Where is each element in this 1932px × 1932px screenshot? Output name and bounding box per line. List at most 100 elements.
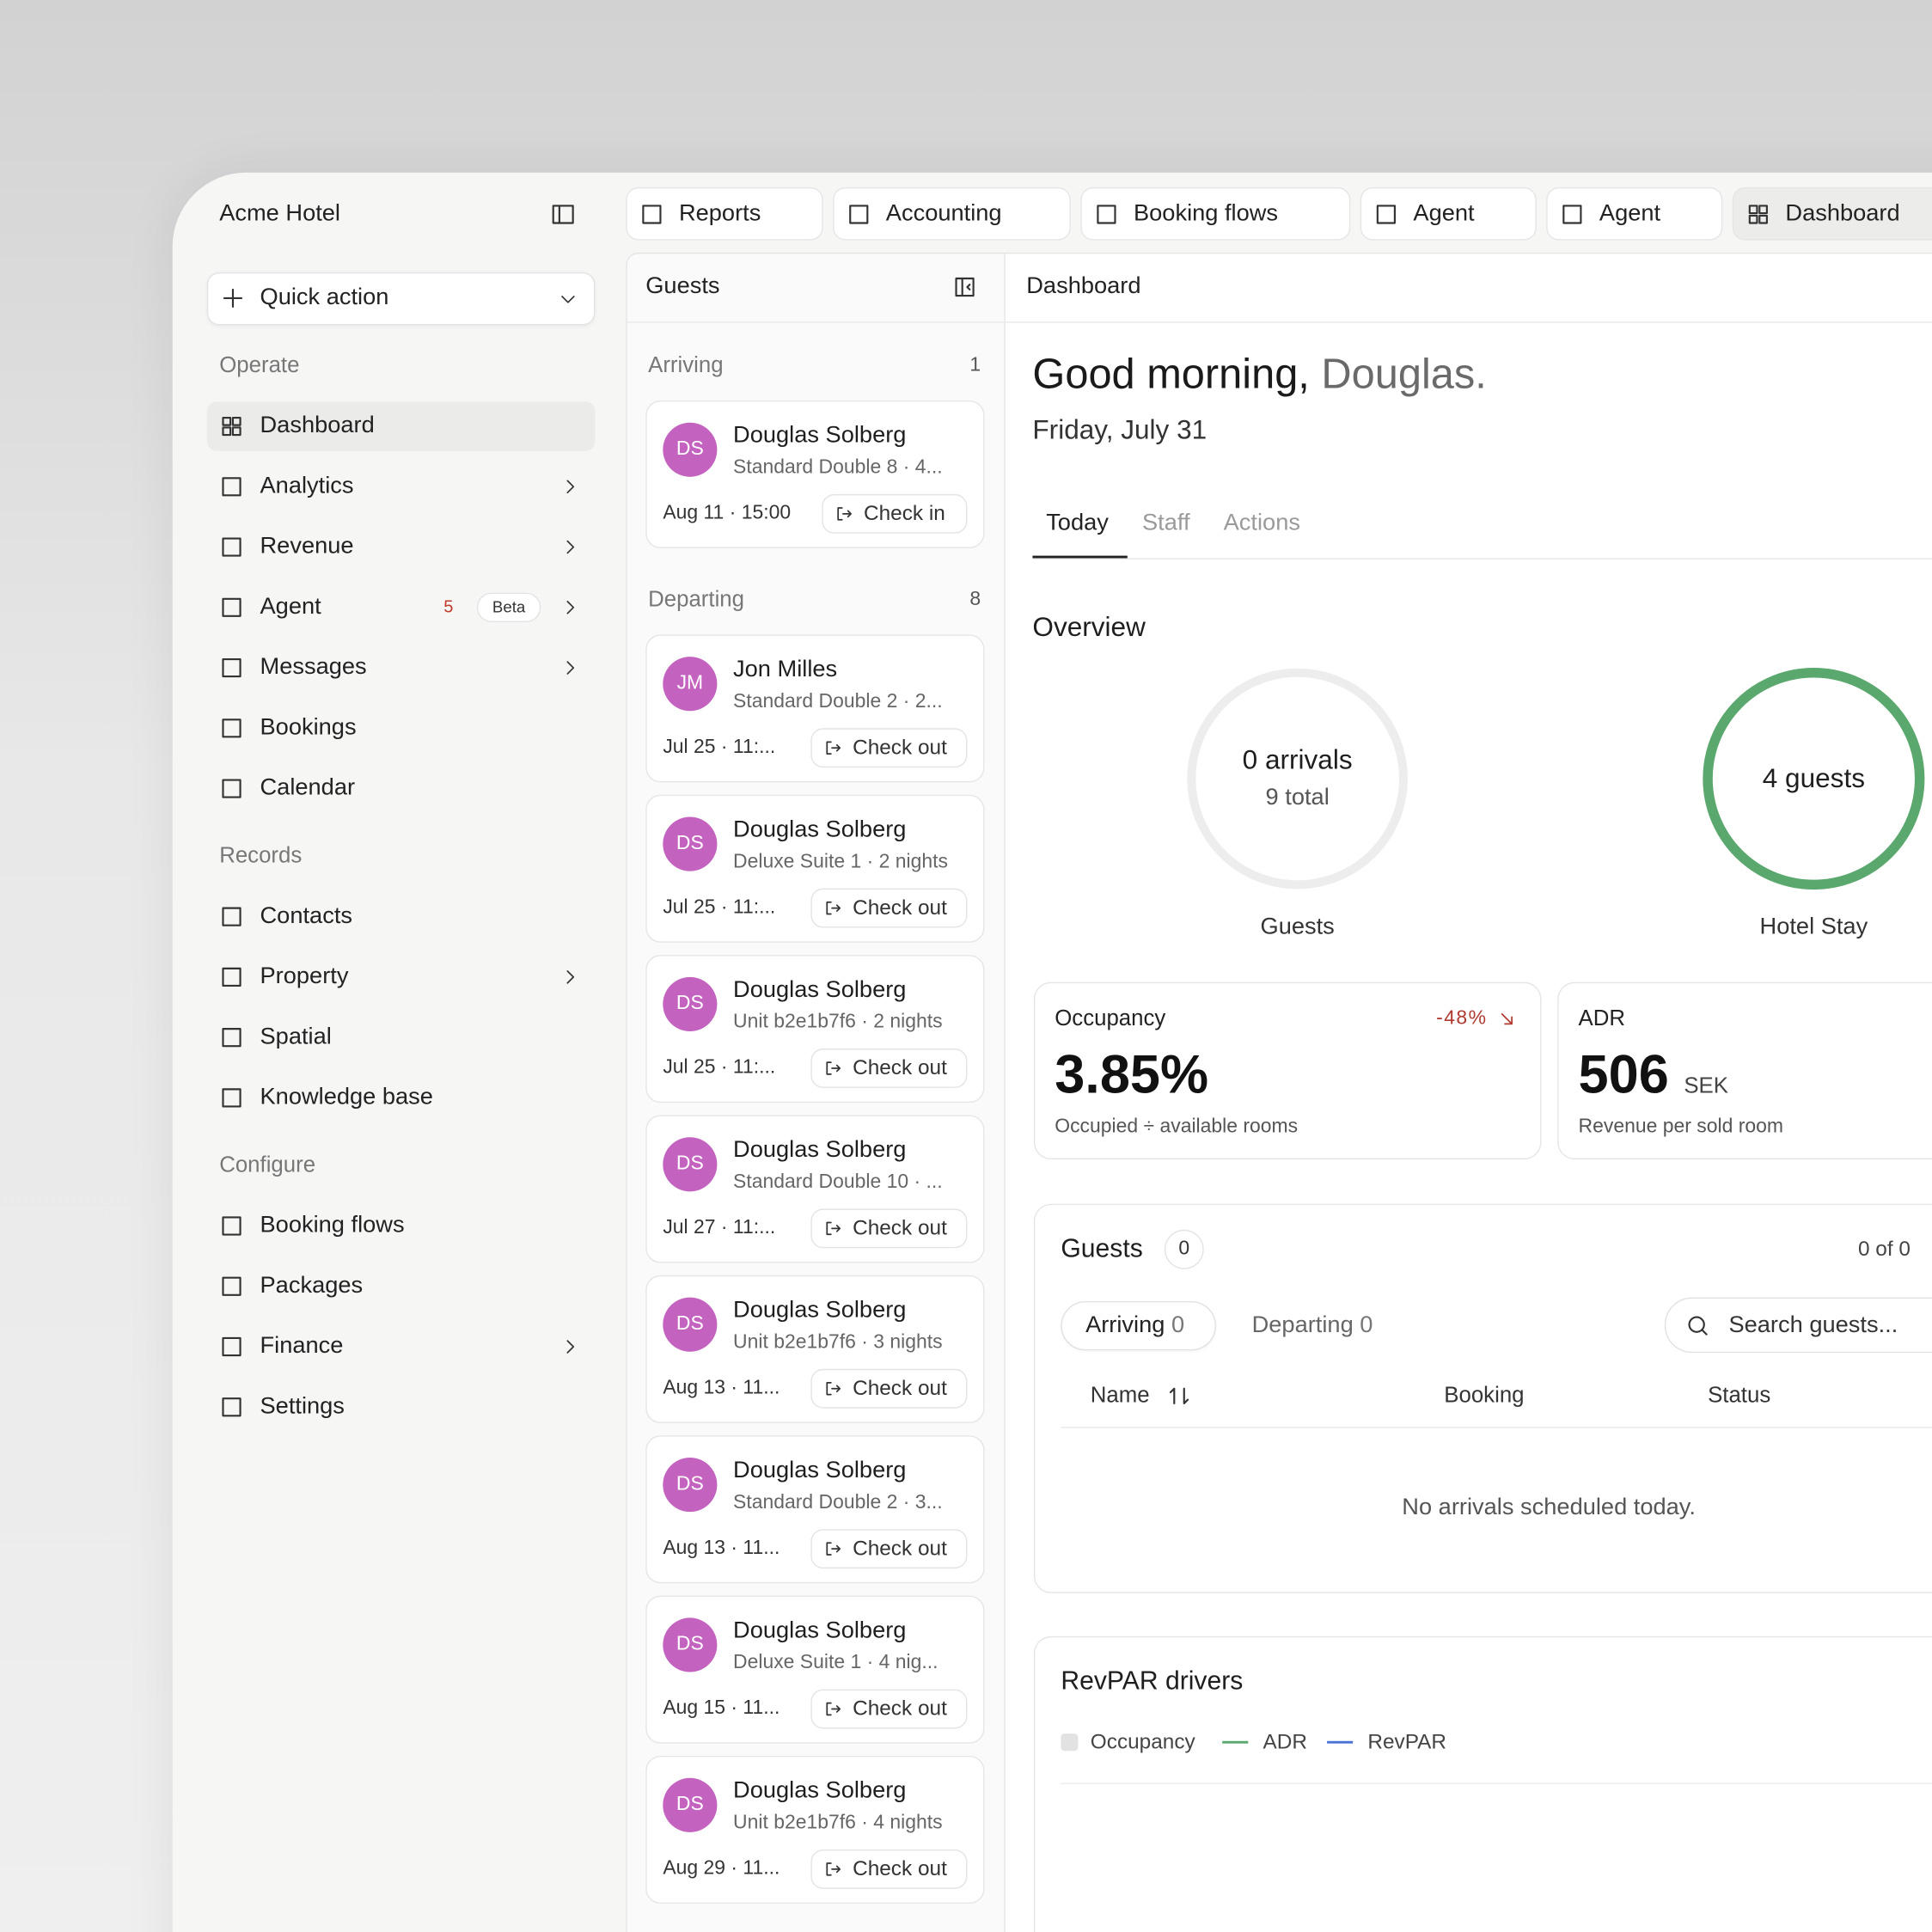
tab[interactable] <box>626 186 823 241</box>
icon-path <box>552 205 574 224</box>
kpi-card <box>1557 981 1932 1160</box>
nav-active[interactable] <box>206 401 596 451</box>
tab[interactable] <box>1546 186 1723 241</box>
guest-name: Douglas Solberg <box>733 1297 907 1324</box>
ring-main: 0 arrivals <box>1242 743 1353 775</box>
icon-path <box>223 288 243 309</box>
action-label: Check out <box>853 736 947 760</box>
icon <box>566 1340 575 1354</box>
icon <box>566 970 575 984</box>
icon-path <box>222 657 242 678</box>
action-label: Check out <box>853 1216 947 1240</box>
avatar-initials: DS <box>676 1152 704 1174</box>
panel-title: Guests <box>645 272 720 299</box>
guest-time: Aug 13 · 11... <box>663 1537 780 1559</box>
legend-label: RevPAR <box>1367 1730 1447 1754</box>
tab[interactable] <box>833 186 1071 241</box>
view-tab[interactable]: Today <box>1046 510 1109 536</box>
guest-room: Unit b2e1b7f6 · 2 nights <box>733 1011 943 1033</box>
icon-path <box>1376 205 1396 224</box>
icon-path <box>222 1088 242 1108</box>
avatar <box>663 657 718 712</box>
icon <box>222 1397 242 1417</box>
text: 0 <box>1360 1311 1373 1338</box>
nav-item[interactable]: Dashboard <box>260 412 375 438</box>
icon <box>561 296 575 303</box>
icon <box>222 1216 242 1236</box>
icon-path <box>566 540 575 554</box>
icon-path <box>222 1216 242 1236</box>
filter-pill[interactable] <box>1061 1300 1217 1351</box>
icon <box>222 1336 242 1357</box>
guest-name: Douglas Solberg <box>733 1136 907 1163</box>
text <box>1310 352 1322 398</box>
view-tab[interactable]: Actions <box>1223 510 1300 536</box>
guest-name: Douglas Solberg <box>733 1617 907 1644</box>
nav-item[interactable]: Spatial <box>260 1023 332 1050</box>
icon-path <box>642 205 662 224</box>
view-tab[interactable]: Staff <box>1142 510 1190 536</box>
column-header: Booking <box>1444 1383 1525 1408</box>
nav-item[interactable]: Analytics <box>260 473 354 499</box>
guest-time: Aug 15 · 11... <box>663 1697 780 1719</box>
icon <box>826 1862 841 1876</box>
section-title: Operate <box>219 352 300 378</box>
icon <box>826 1702 841 1716</box>
tab[interactable] <box>1080 186 1351 241</box>
nav-item[interactable]: Revenue <box>260 533 354 559</box>
tab-label: Dashboard <box>1785 200 1900 227</box>
icon-path <box>826 1702 841 1716</box>
nav-item[interactable]: Booking flows <box>260 1212 405 1238</box>
legend-swatch <box>1222 1740 1249 1744</box>
icon-path <box>566 480 575 494</box>
column-header: Status <box>1708 1383 1771 1408</box>
filter: Departing 0 <box>1252 1310 1373 1342</box>
icon <box>826 1221 841 1236</box>
nav-item[interactable]: Property <box>260 963 349 989</box>
icon-path <box>222 1336 242 1357</box>
icon-path <box>1748 205 1768 224</box>
icon <box>222 597 242 617</box>
guest-room: Deluxe Suite 1 · 4 nig... <box>733 1652 938 1673</box>
nav-item[interactable]: Knowledge base <box>260 1084 433 1110</box>
guest-name: Douglas Solberg <box>733 422 907 449</box>
guest-room: Unit b2e1b7f6 · 4 nights <box>733 1812 943 1834</box>
icon <box>222 967 242 987</box>
avatar-initials: DS <box>676 1473 704 1495</box>
nav-item[interactable]: Bookings <box>260 714 357 741</box>
nav-item[interactable]: Contacts <box>260 902 353 929</box>
nav-item[interactable]: Messages <box>260 653 367 680</box>
tabs-divider <box>1032 558 1932 559</box>
tab[interactable] <box>1360 186 1537 241</box>
icon <box>222 537 242 557</box>
tab-label: Booking flows <box>1133 200 1279 227</box>
tab-label: Reports <box>678 200 761 227</box>
chart-divider <box>1061 1782 1932 1784</box>
nav-item[interactable]: Calendar <box>260 774 356 801</box>
avatar <box>663 1777 718 1832</box>
nav-item[interactable]: Settings <box>260 1393 345 1420</box>
icon-path <box>561 296 575 303</box>
search-box[interactable] <box>1664 1297 1932 1354</box>
column-header: Name <box>1090 1383 1150 1408</box>
avatar-initials: DS <box>676 1313 704 1335</box>
text: Arriving <box>1085 1311 1165 1338</box>
avatar-initials: DS <box>676 832 704 854</box>
icon <box>826 741 841 755</box>
action-label: Check out <box>853 1697 947 1721</box>
icon <box>223 288 243 309</box>
icon-path <box>222 597 242 617</box>
kpi-note: Occupied ÷ available rooms <box>1055 1116 1299 1137</box>
nav-item[interactable]: Agent <box>260 593 321 620</box>
nav-item[interactable]: Packages <box>260 1272 364 1299</box>
date: Friday, July 31 <box>1032 413 1208 444</box>
legend-label: ADR <box>1263 1730 1307 1754</box>
guest-time: Jul 27 · 11:... <box>663 1217 776 1238</box>
icon <box>826 901 841 915</box>
ring-sub: 9 total <box>1265 784 1330 810</box>
quick-action[interactable] <box>206 272 596 326</box>
table-divider <box>1061 1427 1932 1428</box>
icon-path <box>1562 205 1582 224</box>
card-title: RevPAR drivers <box>1061 1667 1244 1697</box>
nav-item[interactable]: Finance <box>260 1332 344 1359</box>
